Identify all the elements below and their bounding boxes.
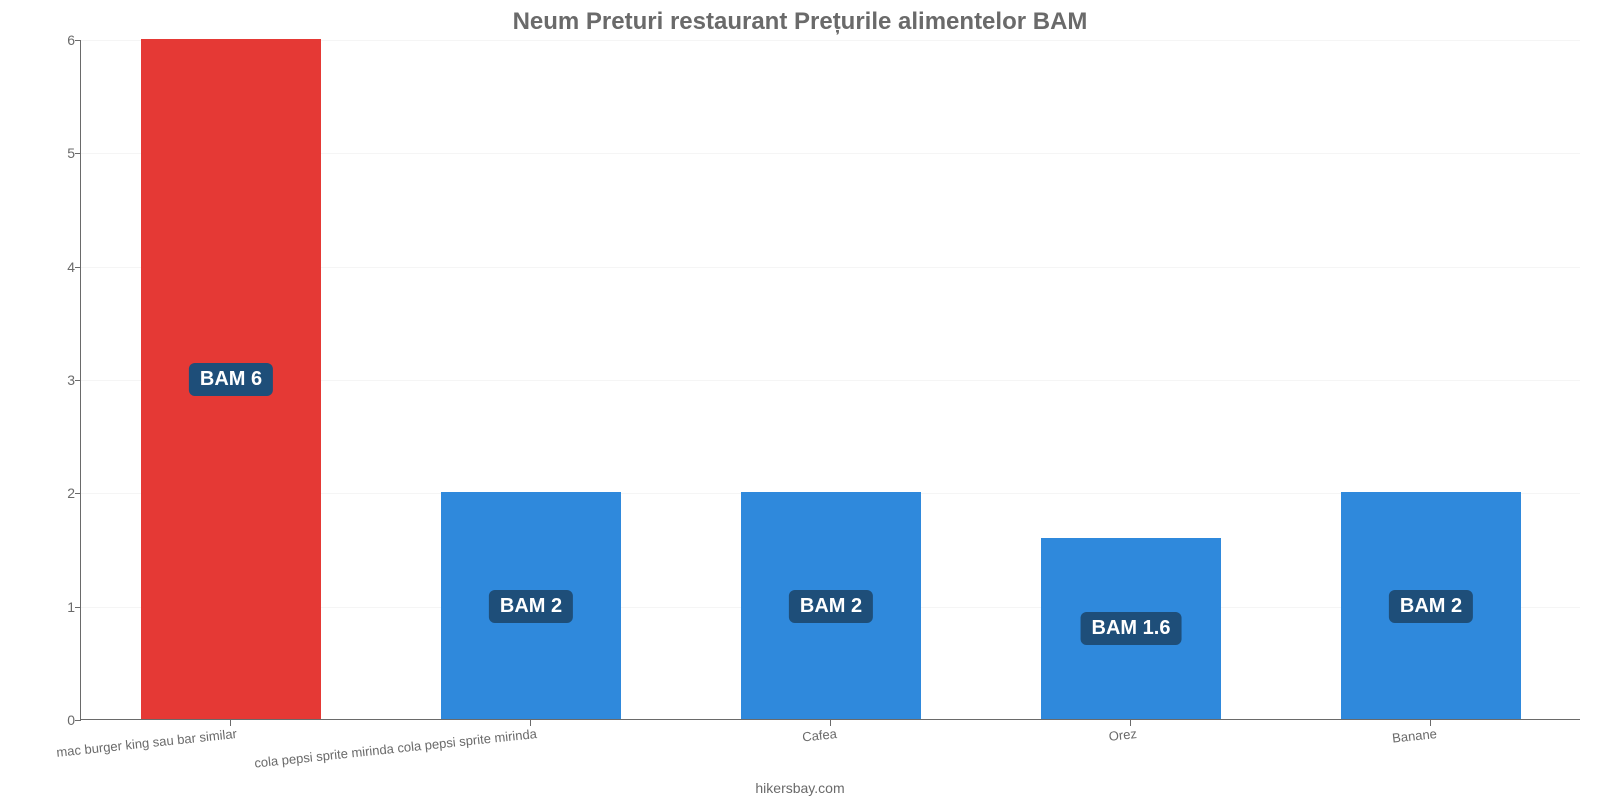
bar: BAM 2 <box>741 492 921 719</box>
ytick-label: 4 <box>25 259 75 275</box>
xtick-label: cola pepsi sprite mirinda cola pepsi spr… <box>254 726 538 771</box>
ytick-mark <box>75 720 81 721</box>
ytick-mark <box>75 153 81 154</box>
bar: BAM 6 <box>141 39 321 719</box>
xtick-label: mac burger king sau bar similar <box>56 726 238 760</box>
ytick-label: 1 <box>25 599 75 615</box>
bar-chart: Neum Preturi restaurant Prețurile alimen… <box>0 0 1600 800</box>
bar: BAM 2 <box>441 492 621 719</box>
xtick-label: Cafea <box>801 726 837 745</box>
bar-value-label: BAM 6 <box>189 363 273 396</box>
ytick-label: 5 <box>25 145 75 161</box>
ytick-mark <box>75 380 81 381</box>
credit-text: hikersbay.com <box>0 780 1600 796</box>
ytick-mark <box>75 493 81 494</box>
bar: BAM 2 <box>1341 492 1521 719</box>
bar-value-label: BAM 2 <box>489 590 573 623</box>
chart-title: Neum Preturi restaurant Prețurile alimen… <box>0 8 1600 36</box>
plot-area: BAM 6 BAM 2 BAM 2 BAM 1.6 BAM 2 <box>80 40 1580 720</box>
ytick-label: 6 <box>25 32 75 48</box>
ytick-label: 0 <box>25 712 75 728</box>
xtick-mark <box>830 720 831 726</box>
xtick-mark <box>1430 720 1431 726</box>
ytick-mark <box>75 40 81 41</box>
xtick-mark <box>530 720 531 726</box>
bar: BAM 1.6 <box>1041 538 1221 719</box>
xtick-label: Banane <box>1391 726 1437 746</box>
ytick-label: 2 <box>25 485 75 501</box>
xtick-mark <box>1130 720 1131 726</box>
xtick-mark <box>230 720 231 726</box>
xtick-label: Orez <box>1108 726 1138 744</box>
ytick-mark <box>75 607 81 608</box>
bar-value-label: BAM 1.6 <box>1081 612 1182 645</box>
bar-value-label: BAM 2 <box>789 590 873 623</box>
ytick-mark <box>75 267 81 268</box>
bar-value-label: BAM 2 <box>1389 590 1473 623</box>
ytick-label: 3 <box>25 372 75 388</box>
